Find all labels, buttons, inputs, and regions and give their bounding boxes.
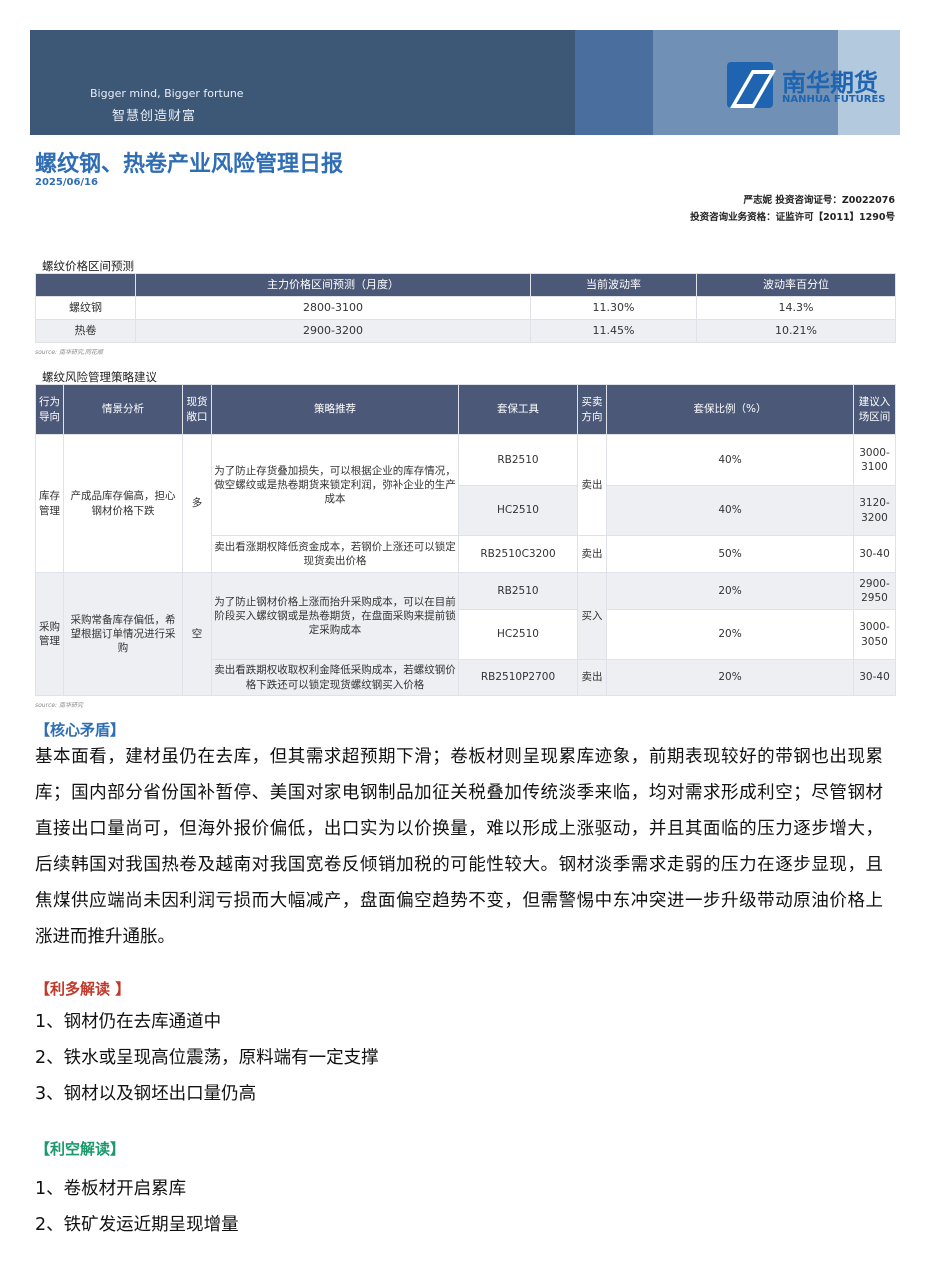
- col-header: 主力价格区间预测（月度）: [135, 273, 531, 297]
- table-cell: 11.30%: [530, 296, 697, 320]
- col-header: 建议入场区间: [853, 384, 896, 435]
- list-item: 2、铁水或呈现高位震荡，原料端有一定支撑: [35, 1048, 379, 1068]
- slogan-en: Bigger mind, Bigger fortune: [90, 87, 244, 100]
- table-cell: HC2510: [458, 485, 578, 536]
- license: 投资咨询业务资格：证监许可【2011】1290号: [690, 212, 895, 223]
- bearish-heading: 【利空解读】: [35, 1140, 126, 1158]
- table-cell: RB2510C3200: [458, 535, 578, 573]
- strategy-table-caption: 螺纹风险管理策略建议: [42, 370, 157, 384]
- core-paragraph: 基本面看，建材虽仍在去库，但其需求超预期下滑；卷板材则呈现累库迹象，前期表现较好…: [35, 747, 883, 947]
- col-header: 行为导向: [35, 384, 64, 435]
- table-cell: 50%: [606, 535, 854, 573]
- col-header: 波动率百分位: [696, 273, 896, 297]
- table-cell: 3120-3200: [853, 485, 896, 536]
- table-row: 库存管理 产成品库存偏高，担心钢材价格下跌 多 为了防止存货叠加损失，可以根据企…: [35, 434, 896, 573]
- table-cell: 40%: [606, 485, 854, 536]
- table-cell: 30-40: [853, 659, 896, 696]
- table-cell: 30-40: [853, 535, 896, 573]
- table-cell: 10.21%: [696, 319, 896, 343]
- logo-text-cn: 南华期货: [782, 69, 878, 97]
- col-header: 现货敞口: [182, 384, 212, 435]
- table-row: 热卷 2900-3200 11.45% 10.21%: [35, 319, 896, 343]
- author: 严志妮 投资咨询证号：Z0022076: [743, 195, 895, 206]
- list-item: 3、钢材以及钢坯出口量仍高: [35, 1084, 257, 1104]
- table-cell: 卖出: [577, 434, 607, 536]
- table-row: HC2510 20% 3000-3050: [36, 609, 896, 660]
- col-header: 策略推荐: [211, 384, 459, 435]
- table-cell: 多: [182, 434, 212, 573]
- table-cell: 40%: [606, 434, 854, 486]
- col-header: 套保比例（%）: [606, 384, 854, 435]
- price-source: source: 南华研究,同花顺: [35, 349, 103, 356]
- table-cell: 为了防止存货叠加损失，可以根据企业的库存情况，做空螺纹或是热卷期货来锁定利润，弥…: [211, 434, 459, 536]
- col-header: 买卖方向: [577, 384, 607, 435]
- table-cell: 卖出看涨期权降低资金成本，若钢价上涨还可以锁定现货卖出价格: [211, 535, 459, 573]
- table-cell: 采购常备库存偏低，希望根据订单情况进行采购: [63, 572, 183, 696]
- price-table-caption: 螺纹价格区间预测: [42, 259, 134, 273]
- table-cell: 2900-3200: [135, 319, 531, 343]
- price-table: 主力价格区间预测（月度） 当前波动率 波动率百分位 螺纹钢 2800-3100 11.3…: [35, 273, 896, 343]
- table-cell: 产成品库存偏高，担心钢材价格下跌: [63, 434, 183, 573]
- core-heading: 【核心矛盾】: [35, 721, 126, 739]
- table-cell: 螺纹钢: [35, 296, 136, 320]
- list-item: 1、卷板材开启累库: [35, 1179, 187, 1199]
- table-cell: RB2510: [458, 434, 578, 486]
- slogan-cn: 智慧创造财富: [112, 109, 197, 124]
- table-cell: RB2510: [458, 572, 578, 610]
- table-cell: 2800-3100: [135, 296, 531, 320]
- header-banner: Bigger mind, Bigger fortune 智慧创造财富 南华期货 …: [30, 30, 900, 135]
- table-cell: 库存管理: [35, 434, 64, 573]
- table-row: 采购管理 采购常备库存偏低，希望根据订单情况进行采购 空 为了防止钢材价格上涨而…: [35, 572, 896, 696]
- list-item: 2、铁矿发运近期呈现增量: [35, 1215, 239, 1235]
- table-cell: 卖出看跌期权收取权利金降低采购成本，若螺纹钢价格下跌还可以锁定现货螺纹钢买入价格: [211, 659, 459, 696]
- table-cell: 20%: [606, 609, 854, 660]
- strategy-source: source: 南华研究: [35, 702, 83, 709]
- table-cell: 采购管理: [35, 572, 64, 696]
- table-cell: 为了防止钢材价格上涨而抬升采购成本，可以在目前阶段买入螺纹钢或是热卷期货，在盘面…: [211, 572, 459, 660]
- table-cell: 20%: [606, 572, 854, 610]
- table-cell: 空: [182, 572, 212, 696]
- report-date: 2025/06/16: [35, 177, 98, 188]
- page-title: 螺纹钢、热卷产业风险管理日报: [35, 152, 344, 177]
- table-cell: 3000-3050: [853, 609, 896, 660]
- list-item: 1、钢材仍在去库通道中: [35, 1012, 222, 1032]
- table-cell: 买入: [577, 572, 607, 660]
- table-cell: 20%: [606, 659, 854, 696]
- nanhua-logo-icon: [727, 62, 773, 108]
- col-header: 套保工具: [458, 384, 578, 435]
- table-cell: 卖出: [577, 535, 607, 573]
- col-header: 当前波动率: [530, 273, 697, 297]
- strategy-table: 行为导向 情景分析 现货敞口 策略推荐 套保工具 买卖方向 套保比例（%） 建议…: [35, 384, 896, 696]
- table-row: 卖出看涨期权降低资金成本，若钢价上涨还可以锁定现货卖出价格 RB2510C320…: [36, 535, 896, 573]
- bullish-heading: 【利多解读 】: [35, 980, 131, 998]
- table-cell: 14.3%: [696, 296, 896, 320]
- table-cell: 11.45%: [530, 319, 697, 343]
- table-cell: RB2510P2700: [458, 659, 578, 696]
- table-cell: 3000-3100: [853, 434, 896, 486]
- table-cell: 热卷: [35, 319, 136, 343]
- col-header: [35, 273, 136, 297]
- table-cell: HC2510: [458, 609, 578, 660]
- table-cell: 卖出: [577, 659, 607, 696]
- col-header: 情景分析: [63, 384, 183, 435]
- table-cell: 2900-2950: [853, 572, 896, 610]
- table-row: 螺纹钢 2800-3100 11.30% 14.3%: [35, 296, 896, 320]
- table-row: HC2510 40% 3120-3200: [36, 485, 896, 536]
- logo-text-en: NANHUA FUTURES: [782, 94, 886, 105]
